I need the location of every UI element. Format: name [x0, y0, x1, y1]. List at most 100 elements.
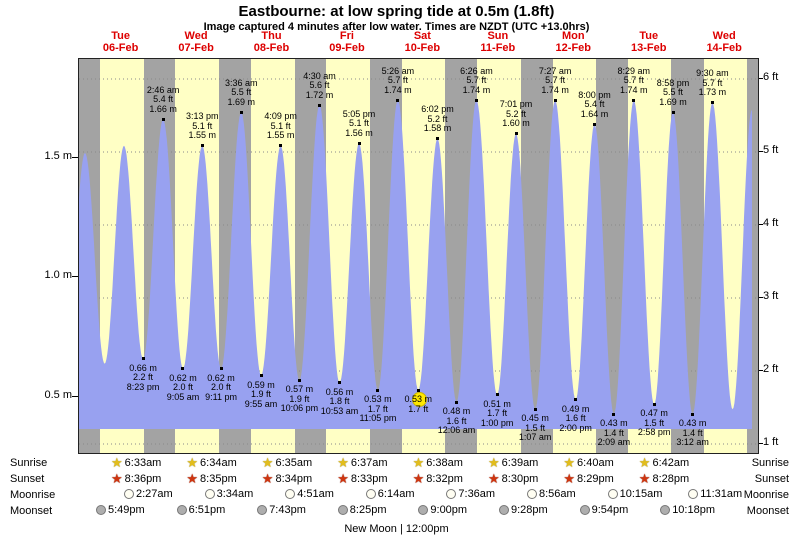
high-tide-annotation: 4:09 pm 5.1 ft 1.55 m: [264, 111, 297, 141]
row-label-moonset: Moonset: [746, 505, 789, 517]
high-tide-annotation: 2:46 am 5.4 ft 1.66 m: [146, 84, 180, 114]
moonrise-entry: 7:36am: [446, 488, 495, 500]
low-tide-annotation: 0.51 m 1.7 ft 1:00 pm: [480, 398, 514, 428]
row-label-sunrise: Sunrise: [751, 457, 789, 469]
high-tide-annotation: 5:05 pm 5.1 ft 1.56 m: [342, 108, 376, 138]
tide-extreme-dot: [514, 132, 518, 136]
sunset-icon: ★: [488, 471, 500, 486]
sunrise-icon: ★: [563, 455, 576, 470]
high-tide-annotation: 6:26 am 5.7 ft 1.74 m: [460, 65, 493, 95]
tide-extreme-dot: [553, 98, 557, 102]
moonset-time: 7:43pm: [269, 504, 306, 516]
high-tide-annotation: 9:30 am 5.7 ft 1.73 m: [696, 68, 729, 98]
tide-extreme-dot: [474, 98, 478, 102]
day-date: 14-Feb: [706, 42, 742, 54]
moonset-time: 6:51pm: [188, 504, 226, 516]
sunset-icon: ★: [111, 471, 123, 486]
tide-extreme-dot: [181, 367, 185, 370]
y-axis-right-label: 1 ft: [763, 436, 779, 448]
y-axis-right-label: 5 ft: [763, 144, 779, 156]
day-date: 08-Feb: [253, 42, 290, 54]
row-label-moonrise: Moonrise: [743, 489, 789, 501]
sunrise-entry: ★ 6:34am: [186, 456, 236, 469]
day-date: 13-Feb: [631, 42, 667, 54]
y-axis-tick: [757, 78, 763, 79]
low-tide-annotation: 0.56 m 1.8 ft 10:53 am: [320, 386, 359, 416]
sunrise-entry: ★ 6:37am: [337, 456, 387, 469]
day-name: Wed: [712, 30, 736, 42]
sunset-time: 8:33pm: [350, 472, 388, 485]
y-axis-tick: [72, 396, 78, 398]
moonrise-time: 3:34am: [216, 488, 254, 500]
moonrise-time: 7:36am: [458, 488, 496, 500]
tide-extreme-dot: [376, 388, 380, 392]
day-label: Wed 14-Feb: [706, 30, 741, 54]
tide-extreme-dot: [691, 412, 695, 416]
tide-extreme-dot: [533, 407, 537, 411]
moonset-entry: 6:51pm: [176, 504, 226, 516]
y-axis-right-label: 2 ft: [763, 363, 779, 375]
high-tide-annotation: 8:00 pm 5.4 ft 1.64 m: [578, 89, 611, 119]
low-tide-annotation: 0.53 m 1.7 ft 11:05 pm: [359, 394, 397, 424]
sunset-time: 8:29pm: [577, 472, 614, 485]
high-tide-annotation: 7:27 am 5.7 ft 1.74 m: [538, 65, 572, 95]
y-axis-tick: [757, 443, 763, 444]
current-time-marker: [411, 392, 427, 408]
low-tide-annotation: 0.62 m 2.0 ft 9:11 pm: [205, 372, 237, 402]
sunrise-time: 6:42am: [652, 456, 690, 469]
tide-extreme-dot: [297, 378, 301, 382]
tide-extreme-dot: [593, 122, 597, 126]
sunrise-entry: ★ 6:33am: [111, 456, 161, 469]
moonset-entry: 8:25pm: [337, 504, 387, 516]
moonset-icon: [176, 505, 187, 515]
sunset-entry: ★ 8:30pm: [488, 472, 538, 485]
sunset-icon: ★: [412, 471, 425, 486]
moonrise-icon: [124, 489, 134, 499]
moonrise-icon: [688, 489, 699, 499]
row-label-sunset: Sunset: [754, 473, 789, 485]
moonset-time: 9:54pm: [591, 504, 629, 516]
y-axis-tick: [757, 297, 763, 298]
tide-extreme-dot: [239, 110, 243, 114]
y-axis-left-label: 1.5 m: [44, 149, 72, 162]
sunset-icon: ★: [186, 471, 199, 486]
day-date: 11-Feb: [480, 42, 516, 54]
moonset-icon: [418, 505, 429, 515]
moonrise-icon: [607, 489, 618, 499]
moonrise-entry: 3:34am: [204, 488, 254, 500]
moonrise-entry: 2:27am: [124, 488, 173, 500]
night-band: [746, 59, 758, 453]
sunset-icon: ★: [261, 471, 274, 486]
sunset-time: 8:30pm: [501, 472, 539, 485]
day-date: 10-Feb: [404, 42, 441, 54]
tide-extreme-dot: [279, 144, 283, 148]
moonrise-entry: 6:14am: [365, 488, 415, 500]
row-label-moonset: Moonset: [10, 505, 53, 517]
sunset-entry: ★ 8:33pm: [337, 472, 387, 485]
moonrise-entry: 4:51am: [285, 488, 334, 500]
high-tide-annotation: 6:02 pm 5.2 ft 1.58 m: [421, 104, 454, 134]
y-axis-tick: [757, 224, 763, 225]
astro-row-sunrise: Sunrise Sunrise ★ 6:33am ★ 6:34am ★ 6:35am ★ 6:37…: [0, 456, 793, 472]
day-label: Thu 08-Feb: [254, 30, 289, 54]
tide-extreme-dot: [435, 137, 439, 141]
moonset-time: 9:28pm: [511, 504, 548, 516]
tide-curve-area: [79, 100, 752, 429]
day-date: 06-Feb: [102, 42, 139, 54]
y-axis-tick: [72, 276, 78, 278]
moonset-icon: [96, 505, 106, 515]
day-label: Fri 09-Feb: [329, 30, 364, 54]
low-tide-annotation: 0.53 m 1.7 ft: [404, 394, 433, 414]
sunrise-time: 6:38am: [426, 456, 463, 469]
moonrise-time: 11:31am: [700, 488, 743, 500]
sunrise-icon: ★: [638, 455, 651, 470]
tide-extreme-dot: [495, 393, 499, 397]
moonrise-time: 4:51am: [297, 488, 334, 500]
moonrise-time: 6:14am: [377, 488, 415, 500]
day-name: Fri: [339, 30, 354, 42]
low-tide-annotation: 0.62 m 2.0 ft 9:05 am: [166, 372, 200, 402]
y-axis-left-label: 0.5 m: [44, 389, 72, 402]
sunrise-entry: ★ 6:35am: [262, 456, 312, 469]
sunrise-time: 6:39am: [501, 456, 539, 469]
